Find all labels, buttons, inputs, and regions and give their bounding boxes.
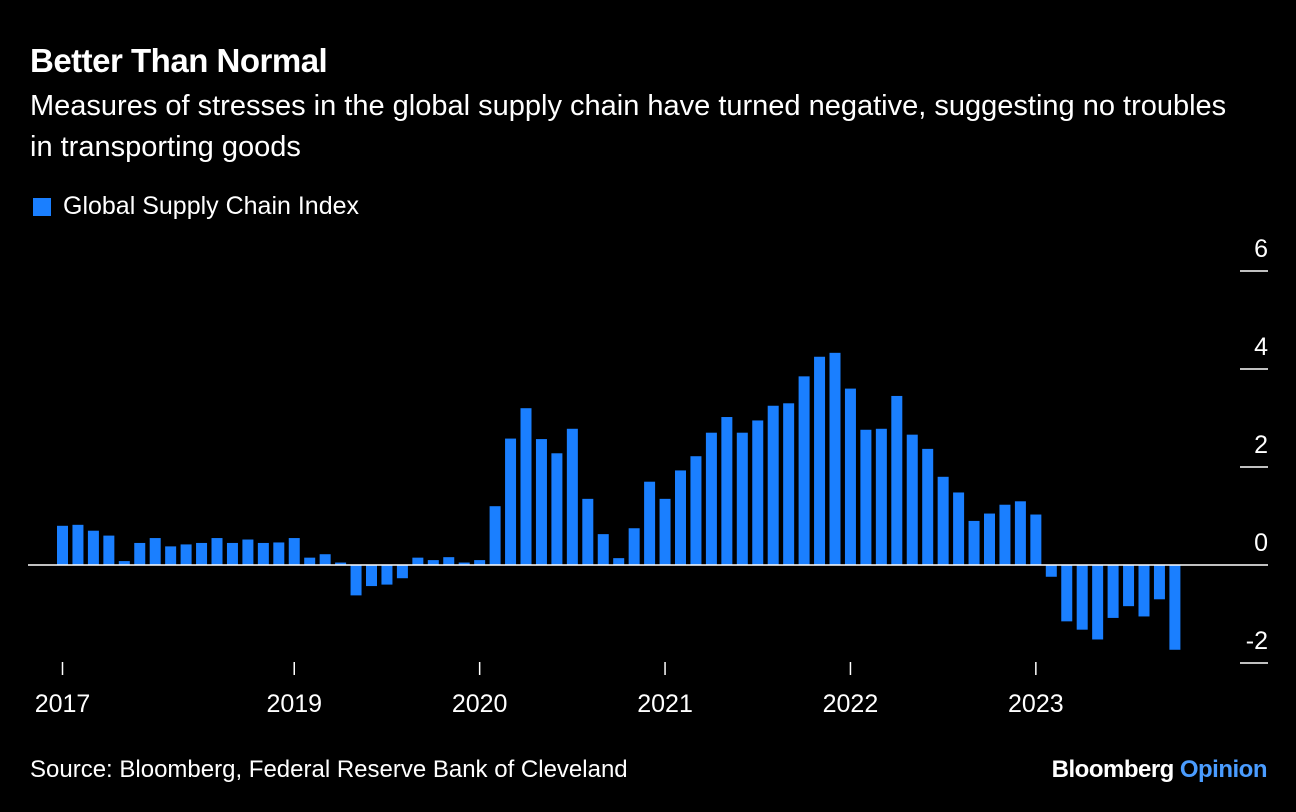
bar [767, 405, 779, 565]
bar [1107, 565, 1119, 618]
brand-suffix: Opinion [1179, 756, 1268, 783]
bar [87, 530, 99, 565]
source-note: Source: Bloomberg, Federal Reserve Bank … [30, 756, 628, 783]
bar [535, 439, 547, 565]
brand-logo: Bloomberg Opinion [1051, 756, 1268, 784]
bar [937, 476, 949, 565]
bar [273, 542, 285, 565]
bar [659, 498, 671, 565]
bar [180, 544, 192, 565]
legend-swatch [33, 197, 51, 216]
bar [705, 432, 717, 565]
bar [304, 557, 316, 565]
bar [118, 561, 130, 565]
bar [1169, 565, 1181, 650]
bar [72, 524, 84, 565]
bar [427, 560, 439, 565]
bar [1061, 565, 1073, 622]
bar [257, 542, 269, 565]
bar [906, 434, 918, 565]
chart-title: Better Than Normal [30, 42, 328, 79]
brand-name: Bloomberg [1051, 756, 1175, 783]
bar [1092, 565, 1104, 640]
bar [984, 513, 995, 565]
bar [566, 428, 578, 565]
bar [644, 481, 656, 565]
y-tick-label: 2 [1254, 431, 1268, 459]
bar [860, 429, 872, 565]
legend: Global Supply Chain Index [33, 192, 359, 221]
bar [1138, 565, 1150, 617]
bar [891, 395, 903, 565]
bar [443, 557, 455, 565]
bar [783, 403, 795, 565]
bar [814, 356, 826, 565]
bar [381, 565, 393, 585]
bar [396, 565, 408, 579]
bar [582, 498, 594, 565]
bar [690, 456, 702, 565]
bar [489, 506, 501, 565]
bar [968, 520, 980, 565]
bar [242, 539, 254, 565]
bar [798, 376, 810, 565]
bar [551, 453, 563, 565]
bar [474, 560, 486, 565]
bar [226, 542, 238, 565]
y-tick-label: 4 [1254, 333, 1268, 361]
x-tick-label: 2020 [452, 690, 508, 718]
bar [211, 538, 223, 565]
bar [1123, 565, 1135, 607]
bar [134, 542, 146, 565]
bar [1014, 501, 1026, 565]
bar [57, 525, 68, 565]
x-tick-label: 2022 [823, 690, 879, 718]
bar [597, 534, 609, 565]
x-tick-label: 2017 [35, 690, 91, 718]
bar [953, 492, 965, 565]
bar [350, 565, 362, 596]
x-tick-label: 2019 [266, 690, 322, 718]
bar [103, 535, 115, 565]
bar [196, 542, 208, 565]
bar [505, 438, 517, 565]
bar [999, 504, 1011, 565]
bar [613, 558, 625, 565]
bar [520, 408, 532, 565]
bar [1153, 565, 1165, 600]
bar [628, 528, 640, 565]
bar [1045, 565, 1057, 577]
bar [875, 428, 887, 565]
legend-label: Global Supply Chain Index [63, 192, 360, 220]
y-tick-label: -2 [1246, 627, 1268, 655]
bar [675, 470, 686, 565]
bar [458, 562, 470, 565]
bar [1030, 514, 1042, 565]
y-tick-label: 6 [1254, 235, 1268, 263]
bar [844, 388, 856, 565]
x-tick-label: 2023 [1008, 690, 1064, 718]
bar [829, 352, 841, 565]
bar [366, 565, 377, 587]
bar [1076, 565, 1088, 630]
bar [165, 546, 177, 565]
bar [736, 432, 748, 565]
bar-chart: 6 4 2 0 -2 2017 2019 2020 2021 2022 2023 [28, 235, 1268, 718]
bar [752, 420, 764, 565]
bar [721, 417, 733, 565]
bar [922, 448, 934, 565]
bar [412, 557, 424, 565]
bar [335, 562, 347, 565]
bar [288, 538, 300, 565]
y-tick-label: 0 [1254, 529, 1268, 557]
bar [319, 554, 331, 565]
chart-subtitle: Measures of stresses in the global suppl… [30, 90, 1227, 163]
bar [149, 538, 161, 565]
x-tick-label: 2021 [637, 690, 693, 718]
